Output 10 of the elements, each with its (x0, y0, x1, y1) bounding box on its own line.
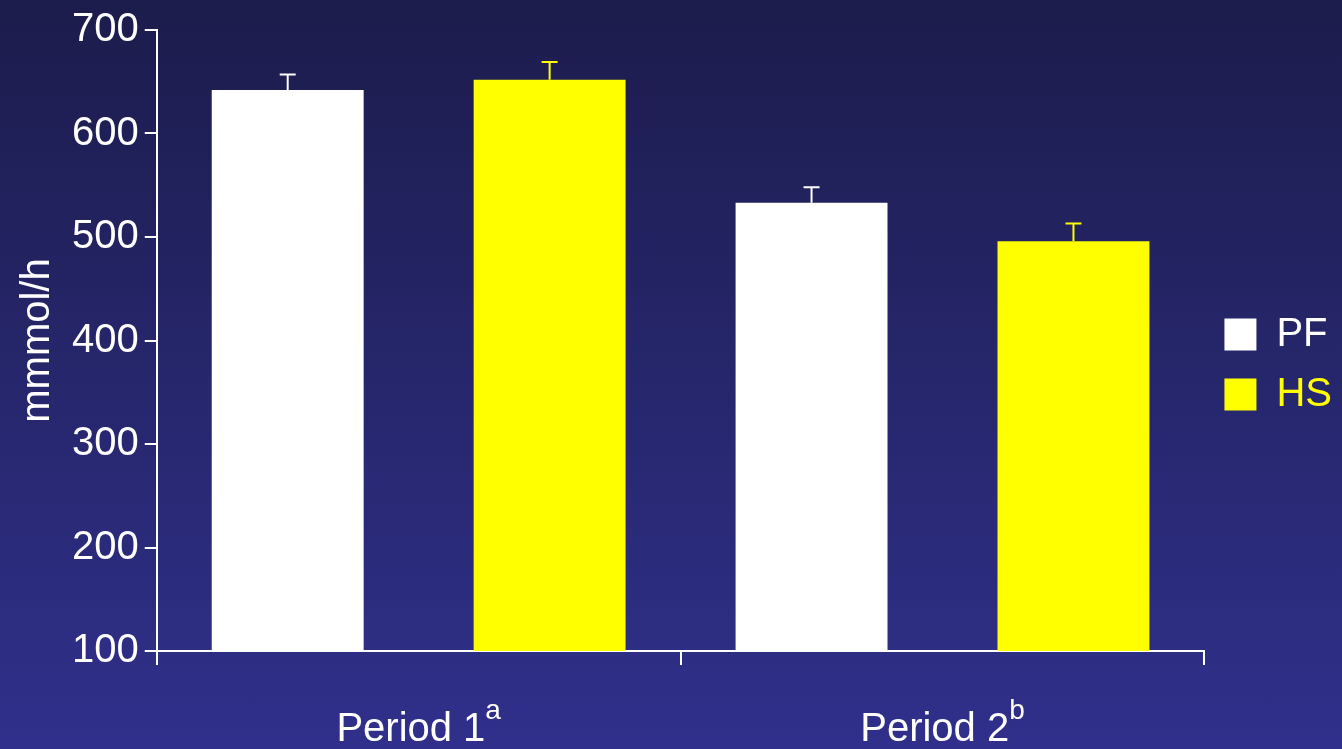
y-tick-label: 500 (71, 212, 139, 257)
y-tick-label: 200 (71, 522, 139, 567)
y-tick-label: 700 (71, 5, 139, 50)
legend-label: PF (1276, 309, 1328, 354)
y-tick-label: 600 (71, 108, 139, 153)
y-tick-label: 400 (71, 315, 139, 360)
y-tick-label: 300 (71, 419, 139, 464)
y-axis-title: mmmol/h (13, 258, 58, 423)
y-tick-label: 100 (71, 626, 139, 671)
legend-label: HS (1276, 369, 1333, 414)
